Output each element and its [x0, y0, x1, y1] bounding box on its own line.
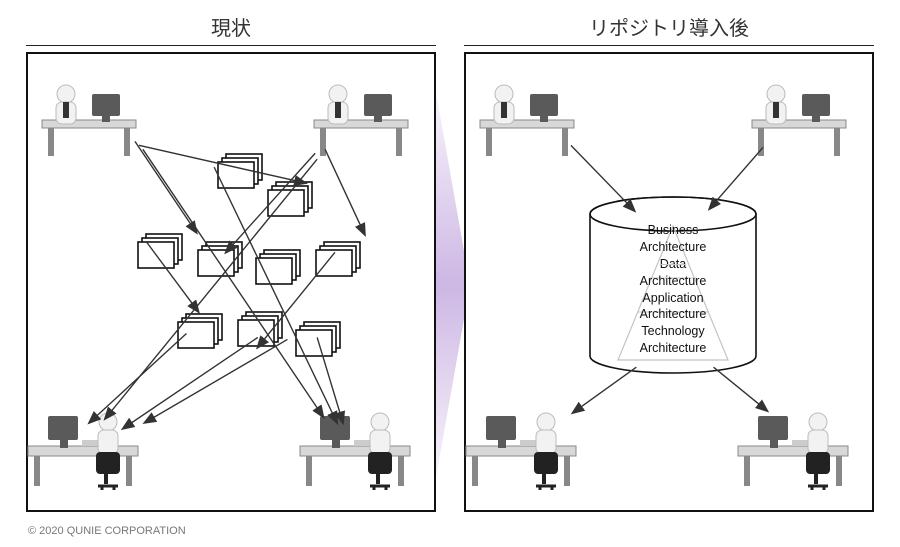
worker-bottom-right — [294, 396, 424, 496]
title-rule-left — [26, 45, 436, 46]
worker-top-right — [744, 72, 854, 162]
worker-top-right — [306, 72, 416, 162]
repository-cylinder: Business Architecture Data Architecture … — [588, 196, 758, 376]
document-stack — [256, 250, 302, 286]
document-stack — [198, 242, 244, 278]
document-stack — [268, 182, 314, 218]
document-stack — [138, 234, 184, 270]
panel-after: リポジトリ導入後 — [464, 12, 874, 512]
document-stack — [218, 154, 264, 190]
document-stack — [316, 242, 362, 278]
worker-bottom-left — [460, 396, 590, 496]
panel-title-right: リポジトリ導入後 — [464, 12, 874, 45]
worker-top-left — [34, 72, 144, 162]
document-stack — [238, 312, 284, 348]
panel-box-left — [26, 52, 436, 512]
repo-label: Technology — [588, 323, 758, 340]
repo-label: Architecture — [588, 273, 758, 290]
worker-top-left — [472, 72, 582, 162]
repo-label: Data — [588, 256, 758, 273]
panel-current: 現状 — [26, 12, 436, 512]
repo-label: Architecture — [588, 340, 758, 357]
panel-title-left: 現状 — [26, 12, 436, 45]
repository-labels: Business Architecture Data Architecture … — [588, 222, 758, 357]
panel-box-right: Business Architecture Data Architecture … — [464, 52, 874, 512]
document-stack — [296, 322, 342, 358]
repo-label: Business — [588, 222, 758, 239]
copyright: © 2020 QUNIE CORPORATION — [28, 525, 186, 537]
repo-label: Architecture — [588, 306, 758, 323]
repo-label: Architecture — [588, 239, 758, 256]
title-rule-right — [464, 45, 874, 46]
worker-bottom-right — [732, 396, 862, 496]
worker-bottom-left — [22, 396, 152, 496]
repo-label: Application — [588, 290, 758, 307]
document-stack — [178, 314, 224, 350]
